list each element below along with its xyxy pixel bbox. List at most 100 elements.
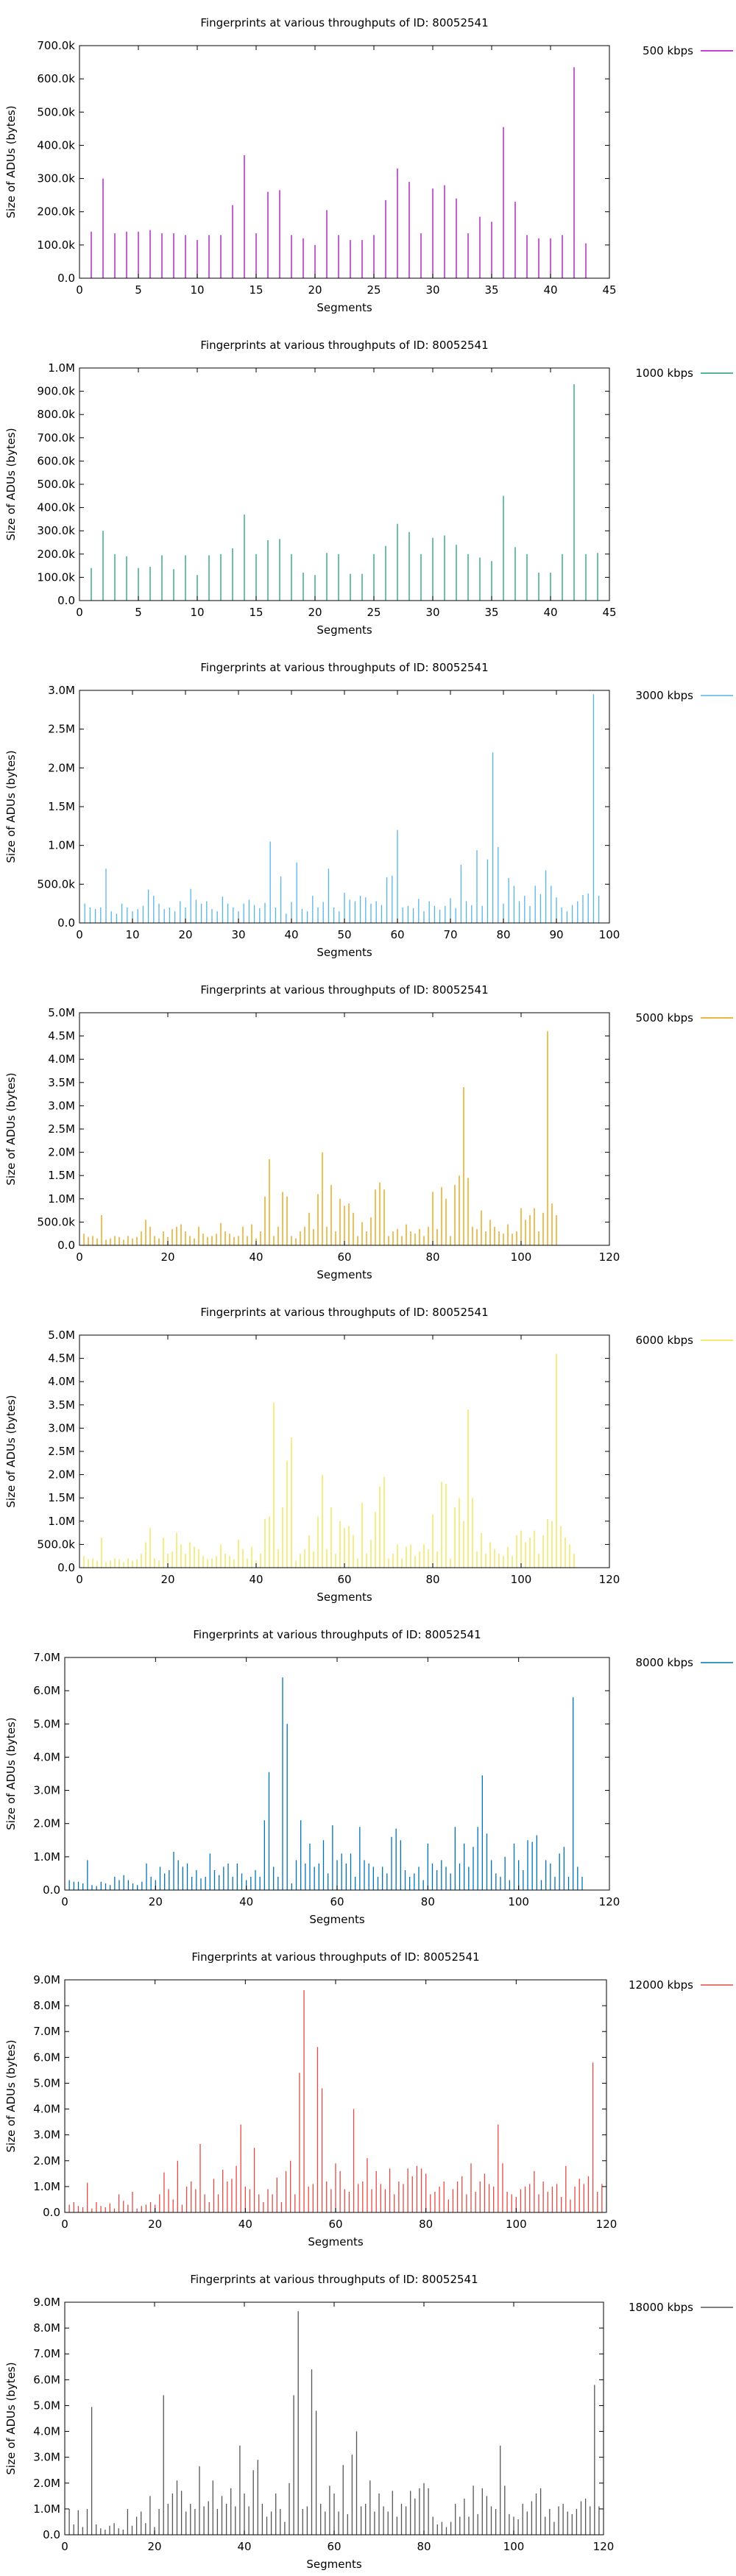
- y-tick-label: 4.0M: [33, 2103, 60, 2116]
- x-axis-label: Segments: [316, 946, 372, 959]
- chart-panel-2: Fingerprints at various throughputs of I…: [4, 339, 733, 637]
- y-tick-label: 3.0M: [33, 1784, 60, 1797]
- legend-label: 500 kbps: [643, 44, 693, 57]
- y-tick-label: 1.0M: [33, 1850, 60, 1864]
- legend-label: 3000 kbps: [636, 689, 694, 702]
- y-tick-label: 1.0M: [33, 2180, 60, 2193]
- y-tick-label: 4.5M: [48, 1352, 75, 1365]
- x-axis-label: Segments: [309, 1913, 365, 1926]
- y-axis-label: Size of ADUs (bytes): [4, 2039, 18, 2152]
- y-tick-label: 0.0: [43, 2206, 60, 2219]
- x-tick-label: 30: [231, 928, 245, 941]
- y-tick-label: 4.0M: [33, 1750, 60, 1763]
- y-axis-label: Size of ADUs (bytes): [4, 105, 18, 218]
- y-tick-label: 200.0k: [37, 548, 75, 561]
- chart-title: Fingerprints at various throughputs of I…: [190, 2273, 478, 2286]
- y-tick-label: 1.0M: [48, 1515, 75, 1528]
- x-tick-label: 10: [125, 928, 139, 941]
- x-tick-label: 25: [367, 283, 381, 297]
- x-tick-label: 60: [337, 1573, 351, 1586]
- chart-panel-5: Fingerprints at various throughputs of I…: [4, 1306, 733, 1604]
- y-tick-label: 3.0M: [48, 684, 75, 697]
- y-tick-label: 2.0M: [48, 1146, 75, 1159]
- x-tick-label: 100: [506, 2218, 527, 2231]
- plot-frame: [79, 45, 610, 279]
- y-tick-label: 1.0M: [48, 1192, 75, 1206]
- y-tick-label: 1.0M: [48, 361, 75, 375]
- y-tick-label: 8.0M: [33, 1999, 60, 2012]
- y-tick-label: 7.0M: [33, 2347, 60, 2360]
- y-tick-label: 1.5M: [48, 1169, 75, 1182]
- y-tick-label: 5.0M: [48, 1328, 75, 1342]
- y-tick-label: 0.0: [57, 916, 75, 930]
- y-tick-label: 1.5M: [48, 800, 75, 813]
- y-tick-label: 600.0k: [37, 454, 75, 467]
- x-tick-label: 100: [511, 1573, 532, 1586]
- x-tick-label: 60: [328, 2218, 342, 2231]
- y-tick-label: 2.5M: [48, 1122, 75, 1136]
- y-tick-label: 500.0k: [37, 877, 75, 891]
- y-axis-label: Size of ADUs (bytes): [4, 1717, 18, 1830]
- y-tick-label: 2.0M: [33, 1817, 60, 1830]
- y-tick-label: 2.0M: [48, 761, 75, 774]
- plot-frame: [79, 367, 610, 601]
- y-tick-label: 2.5M: [48, 1445, 75, 1458]
- x-tick-label: 15: [249, 283, 263, 297]
- y-tick-label: 1.0M: [33, 2502, 60, 2516]
- y-axis-label: Size of ADUs (bytes): [4, 428, 18, 540]
- y-tick-label: 200.0k: [37, 205, 75, 219]
- y-tick-label: 9.0M: [33, 1973, 60, 1986]
- x-tick-label: 60: [337, 1250, 351, 1264]
- chart-title: Fingerprints at various throughputs of I…: [200, 983, 488, 997]
- x-tick-label: 80: [417, 2540, 431, 2553]
- y-tick-label: 7.0M: [33, 1651, 60, 1664]
- y-tick-label: 5.0M: [33, 1717, 60, 1730]
- x-tick-label: 120: [596, 2218, 618, 2231]
- y-tick-label: 500.0k: [37, 105, 75, 118]
- y-tick-label: 700.0k: [37, 431, 75, 445]
- chart-title: Fingerprints at various throughputs of I…: [191, 1950, 479, 1964]
- legend-label: 12000 kbps: [629, 1978, 693, 1992]
- x-axis-label: Segments: [316, 1268, 372, 1281]
- x-tick-label: 5: [135, 283, 142, 297]
- y-axis-label: Size of ADUs (bytes): [4, 1072, 18, 1185]
- x-tick-label: 0: [76, 1250, 83, 1264]
- x-tick-label: 35: [484, 283, 498, 297]
- x-tick-label: 80: [496, 928, 510, 941]
- plot-frame: [79, 690, 610, 924]
- x-tick-label: 80: [421, 1895, 435, 1908]
- x-tick-label: 30: [425, 606, 439, 619]
- x-tick-label: 40: [237, 2540, 251, 2553]
- x-tick-label: 100: [599, 928, 620, 941]
- y-axis-label: Size of ADUs (bytes): [4, 750, 18, 863]
- x-tick-label: 60: [327, 2540, 341, 2553]
- y-tick-label: 7.0M: [33, 2025, 60, 2038]
- chart-panel-1: Fingerprints at various throughputs of I…: [4, 16, 733, 314]
- x-tick-label: 60: [390, 928, 404, 941]
- x-axis-label: Segments: [316, 623, 372, 637]
- y-tick-label: 100.0k: [37, 238, 75, 252]
- x-tick-label: 120: [599, 1573, 620, 1586]
- y-tick-label: 5.0M: [33, 2399, 60, 2412]
- chart-panel-3: Fingerprints at various throughputs of I…: [4, 661, 733, 959]
- y-tick-label: 4.0M: [48, 1052, 75, 1066]
- y-tick-label: 400.0k: [37, 138, 75, 152]
- chart-title: Fingerprints at various throughputs of I…: [200, 1306, 488, 1319]
- y-tick-label: 3.0M: [33, 2451, 60, 2464]
- x-tick-label: 0: [61, 1895, 68, 1908]
- y-tick-label: 400.0k: [37, 501, 75, 514]
- legend-label: 6000 kbps: [636, 1334, 694, 1347]
- x-tick-label: 0: [76, 283, 83, 297]
- x-tick-label: 10: [190, 606, 204, 619]
- chart-title: Fingerprints at various throughputs of I…: [193, 1628, 481, 1641]
- y-tick-label: 5.0M: [33, 2076, 60, 2090]
- x-axis-label: Segments: [316, 1590, 372, 1604]
- y-tick-label: 5.0M: [48, 1006, 75, 1019]
- y-tick-label: 500.0k: [37, 1538, 75, 1551]
- x-tick-label: 120: [599, 1895, 620, 1908]
- x-tick-label: 0: [76, 928, 83, 941]
- x-tick-label: 100: [508, 1895, 529, 1908]
- x-tick-label: 120: [599, 1250, 620, 1264]
- x-tick-label: 70: [443, 928, 457, 941]
